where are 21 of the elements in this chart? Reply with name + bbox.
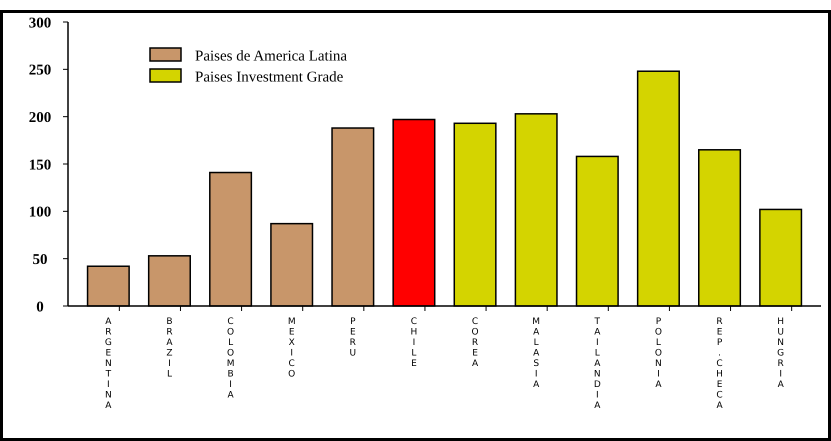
y-tick-label: 0 [36,299,44,316]
x-tick-label: MALASIA [532,317,540,390]
y-tick-label: 250 [28,62,52,79]
y-tick-label: 150 [28,157,52,174]
x-tick-label: MEXICO [288,317,296,380]
category-label: TAILANDIA [594,317,601,411]
category-label: ARGENTINA [104,317,112,411]
x-tick-label: BRAZIL [166,317,174,380]
x-tick-label: COLOMBIA [226,317,234,400]
category-label: REP.CHECA [716,317,723,411]
y-tick-label: 50 [32,252,48,268]
y-tick-label: 300 [28,15,52,32]
y-tick-label: 200 [28,110,52,126]
legend-label: Paises de America Latina [195,48,348,64]
x-tick-label: POLONIA [654,317,662,390]
y-tick-label: 100 [28,204,52,221]
x-tick-label: PERU [350,317,356,358]
x-tick-label: CHILE [410,317,418,369]
x-tick-label: COREA [472,317,479,369]
x-tick-label: HUNGRIA [777,317,785,390]
legend-label: Paises Investment Grade [195,69,344,86]
